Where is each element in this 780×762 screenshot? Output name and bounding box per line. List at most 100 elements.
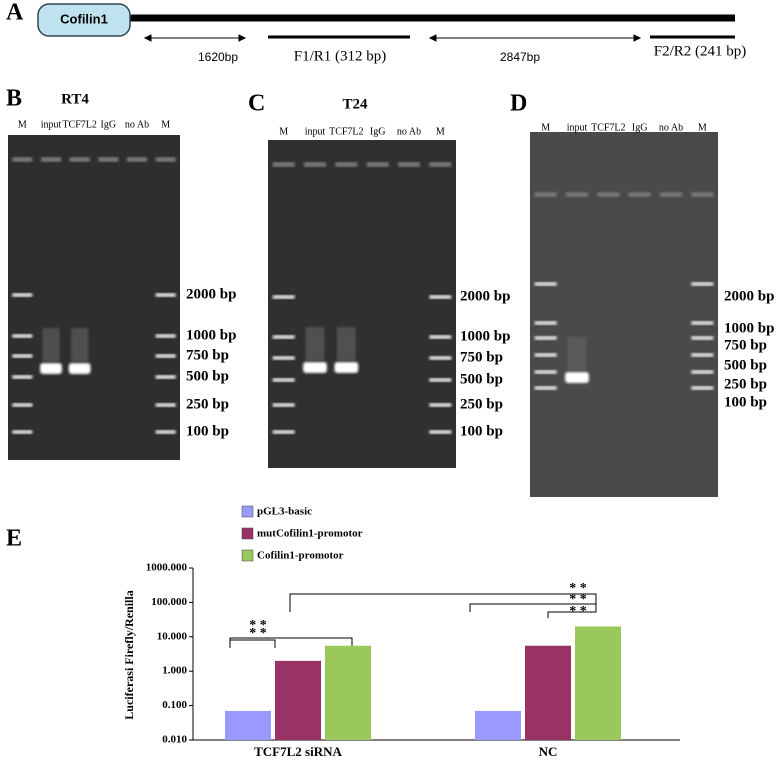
- sample-band: [565, 372, 589, 383]
- ladder-band: [12, 354, 33, 358]
- well: [597, 192, 620, 197]
- well: [12, 157, 33, 162]
- sample-band: [40, 363, 62, 374]
- lane-label: IgG: [370, 126, 386, 137]
- panel-label: E: [6, 526, 22, 552]
- bar: [225, 710, 271, 740]
- bar: [275, 660, 321, 740]
- segment-label: F2/R2 (241 bp): [654, 43, 747, 59]
- lane-label: M: [161, 119, 170, 130]
- well: [691, 192, 714, 197]
- ladder-band: [534, 353, 557, 357]
- well: [40, 157, 62, 162]
- well: [534, 192, 557, 197]
- arrows: [143, 34, 642, 42]
- legend-swatch: [241, 549, 254, 562]
- ladder-band: [155, 403, 176, 407]
- ladder-band: [429, 378, 452, 382]
- marker-label: 750 bp: [460, 349, 503, 365]
- significance: * *: [569, 581, 587, 596]
- ladder-band: [429, 430, 452, 434]
- ladder-band: [272, 378, 295, 382]
- panel-label: C: [248, 91, 265, 117]
- gel: [530, 132, 718, 497]
- marker-label: 500 bp: [186, 368, 229, 384]
- panel-label: A: [6, 0, 24, 26]
- sample-band: [68, 363, 91, 374]
- y-tick-label: 0.100: [162, 699, 187, 711]
- bar: [525, 645, 571, 740]
- bar: [475, 710, 521, 740]
- smear: [336, 327, 356, 361]
- marker-label: 100 bp: [186, 423, 229, 439]
- ladder-band: [691, 336, 714, 340]
- legend-label: Cofilin1-promotor: [257, 550, 344, 562]
- ladder-band: [691, 282, 714, 286]
- lane-label: TCF7L2: [62, 119, 96, 130]
- y-tick-label: 10.000: [157, 630, 188, 642]
- lane-label: TCF7L2: [329, 126, 363, 137]
- y-tick-label: 100.000: [151, 596, 187, 608]
- marker-label: 750 bp: [724, 337, 767, 353]
- marker-label: 500 bp: [460, 371, 503, 387]
- ladder-band: [155, 354, 176, 358]
- sample-band: [334, 362, 359, 373]
- well: [155, 157, 176, 162]
- marker-label: 2000 bp: [186, 286, 236, 302]
- ladder-band: [691, 370, 714, 374]
- lane-label: no Ab: [397, 126, 421, 137]
- legend-swatch: [241, 527, 254, 540]
- ladder-band: [155, 430, 176, 434]
- marker-label: 1000 bp: [724, 320, 774, 336]
- ladder-band: [691, 321, 714, 325]
- smear: [305, 327, 325, 361]
- smear: [42, 328, 60, 362]
- significance: * *: [569, 604, 587, 619]
- y-tick-label: 1000.000: [146, 562, 188, 574]
- smear: [567, 337, 587, 371]
- ladder-band: [155, 293, 176, 297]
- well: [98, 157, 119, 162]
- well: [126, 157, 148, 162]
- ladder-band: [272, 430, 295, 434]
- well: [628, 192, 651, 197]
- well: [566, 192, 588, 197]
- well: [366, 162, 389, 167]
- lane-label: no Ab: [659, 122, 683, 133]
- segment-label: F1/R1 (312 bp): [294, 48, 387, 64]
- marker-label: 1000 bp: [460, 328, 510, 344]
- lane-label: input: [41, 119, 62, 130]
- ladder-band: [429, 356, 452, 360]
- ladder-band: [534, 282, 557, 286]
- lane-label: no Ab: [125, 119, 149, 130]
- marker-label: 2000 bp: [460, 288, 510, 304]
- significance: * *: [249, 618, 267, 633]
- lane-label: IgG: [632, 122, 648, 133]
- ladder-band: [12, 334, 33, 338]
- marker-label: 100 bp: [724, 394, 767, 410]
- gel: [8, 135, 180, 460]
- bar: [575, 626, 621, 740]
- significance: * *: [249, 626, 267, 641]
- legend-label: mutCofilin1-promotor: [257, 528, 363, 540]
- lane-label: M: [18, 119, 27, 130]
- ladder-band: [12, 293, 33, 297]
- marker-label: 500 bp: [724, 357, 767, 373]
- lane-label: TCF7L2: [591, 122, 625, 133]
- ladder-band: [272, 403, 295, 407]
- ladder-band: [155, 334, 176, 338]
- gene-box: [37, 3, 131, 37]
- ladder-band: [12, 430, 33, 434]
- ladder-band: [691, 386, 714, 390]
- x-tick-label: TCF7L2 siRNA: [254, 744, 342, 759]
- well: [335, 162, 358, 167]
- ladder-band: [12, 403, 33, 407]
- ladder-band: [691, 353, 714, 357]
- well: [304, 162, 326, 167]
- segment-label: 2847bp: [500, 50, 540, 64]
- well: [660, 192, 682, 197]
- well: [429, 162, 452, 167]
- ladder-band: [272, 295, 295, 299]
- marker-label: 2000 bp: [724, 288, 774, 304]
